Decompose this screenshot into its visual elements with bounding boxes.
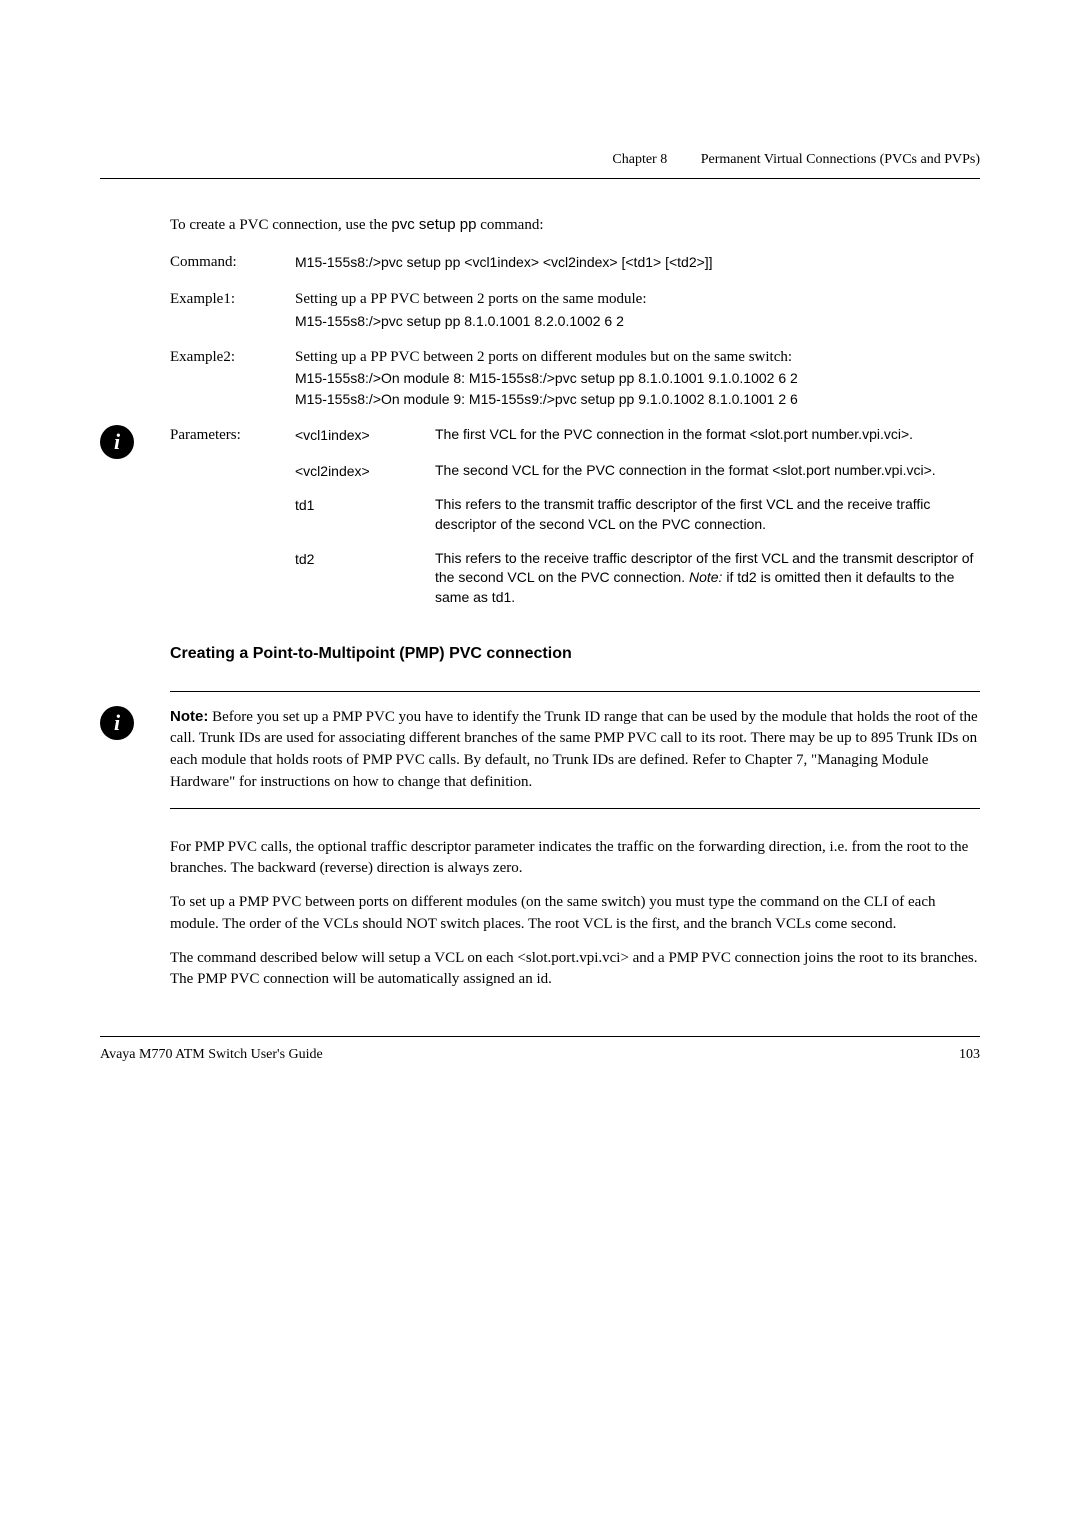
intro-command: pvc setup pp	[391, 216, 476, 233]
section-heading: Creating a Point-to-Multipoint (PMP) PVC…	[170, 642, 980, 665]
page-footer: Avaya M770 ATM Switch User's Guide 103	[100, 1036, 980, 1065]
command-label: Command:	[170, 252, 295, 274]
example1-code: M15-155s8:/>pvc setup pp 8.1.0.1001 8.2.…	[295, 311, 980, 332]
param-row-2: td1 This refers to the transmit traffic …	[170, 495, 980, 534]
chapter-title: Permanent Virtual Connections (PVCs and …	[701, 152, 980, 167]
param-name-1: <vcl2index>	[295, 461, 435, 481]
example2-label: Example2:	[170, 347, 295, 411]
param-name-2: td1	[295, 495, 435, 534]
intro-suffix: command:	[480, 217, 543, 233]
param-desc-0: The first VCL for the PVC connection in …	[435, 425, 980, 447]
example2-content: Setting up a PP PVC between 2 ports on d…	[295, 347, 980, 411]
chapter-label: Chapter 8	[612, 152, 667, 167]
param-desc-3-notelabel: Note:	[689, 569, 722, 585]
body-p2: To set up a PMP PVC between ports on dif…	[170, 892, 980, 936]
param-desc-3: This refers to the receive traffic descr…	[435, 549, 980, 608]
example2-row: Example2: Setting up a PP PVC between 2 …	[170, 347, 980, 411]
param-desc-1: The second VCL for the PVC connection in…	[435, 461, 980, 481]
param-desc-2: This refers to the transmit traffic desc…	[435, 495, 980, 534]
info-icon	[100, 425, 134, 459]
example2-code2: M15-155s8:/>On module 9: M15-155s9:/>pvc…	[295, 389, 980, 410]
parameters-header-row: Parameters: <vcl1index> The first VCL fo…	[170, 425, 980, 447]
parameters-label: Parameters:	[170, 425, 295, 447]
example1-row: Example1: Setting up a PP PVC between 2 …	[170, 289, 980, 332]
info-icon	[100, 706, 134, 740]
example2-desc: Setting up a PP PVC between 2 ports on d…	[295, 347, 980, 369]
intro-prefix: To create a PVC connection, use the	[170, 217, 391, 233]
body-p1: For PMP PVC calls, the optional traffic …	[170, 837, 980, 881]
note-block: Note: Before you set up a PMP PVC you ha…	[170, 691, 980, 809]
intro-paragraph: To create a PVC connection, use the pvc …	[170, 214, 980, 237]
command-text: M15-155s8:/>pvc setup pp <vcl1index> <vc…	[295, 252, 980, 274]
example1-label: Example1:	[170, 289, 295, 332]
command-row: Command: M15-155s8:/>pvc setup pp <vcl1i…	[170, 252, 980, 274]
page-header: Chapter 8 Permanent Virtual Connections …	[100, 150, 980, 179]
param-name-3: td2	[295, 549, 435, 608]
example1-desc: Setting up a PP PVC between 2 ports on t…	[295, 289, 980, 311]
example1-content: Setting up a PP PVC between 2 ports on t…	[295, 289, 980, 332]
body-p3: The command described below will setup a…	[170, 948, 980, 992]
param-row-3: td2 This refers to the receive traffic d…	[170, 549, 980, 608]
note-text: Before you set up a PMP PVC you have to …	[170, 709, 978, 790]
param-name-0: <vcl1index>	[295, 425, 435, 447]
param-row-1: <vcl2index> The second VCL for the PVC c…	[170, 461, 980, 481]
example2-code1: M15-155s8:/>On module 8: M15-155s8:/>pvc…	[295, 368, 980, 389]
note-label: Note:	[170, 708, 208, 725]
footer-left: Avaya M770 ATM Switch User's Guide	[100, 1045, 323, 1065]
footer-right: 103	[959, 1045, 980, 1065]
